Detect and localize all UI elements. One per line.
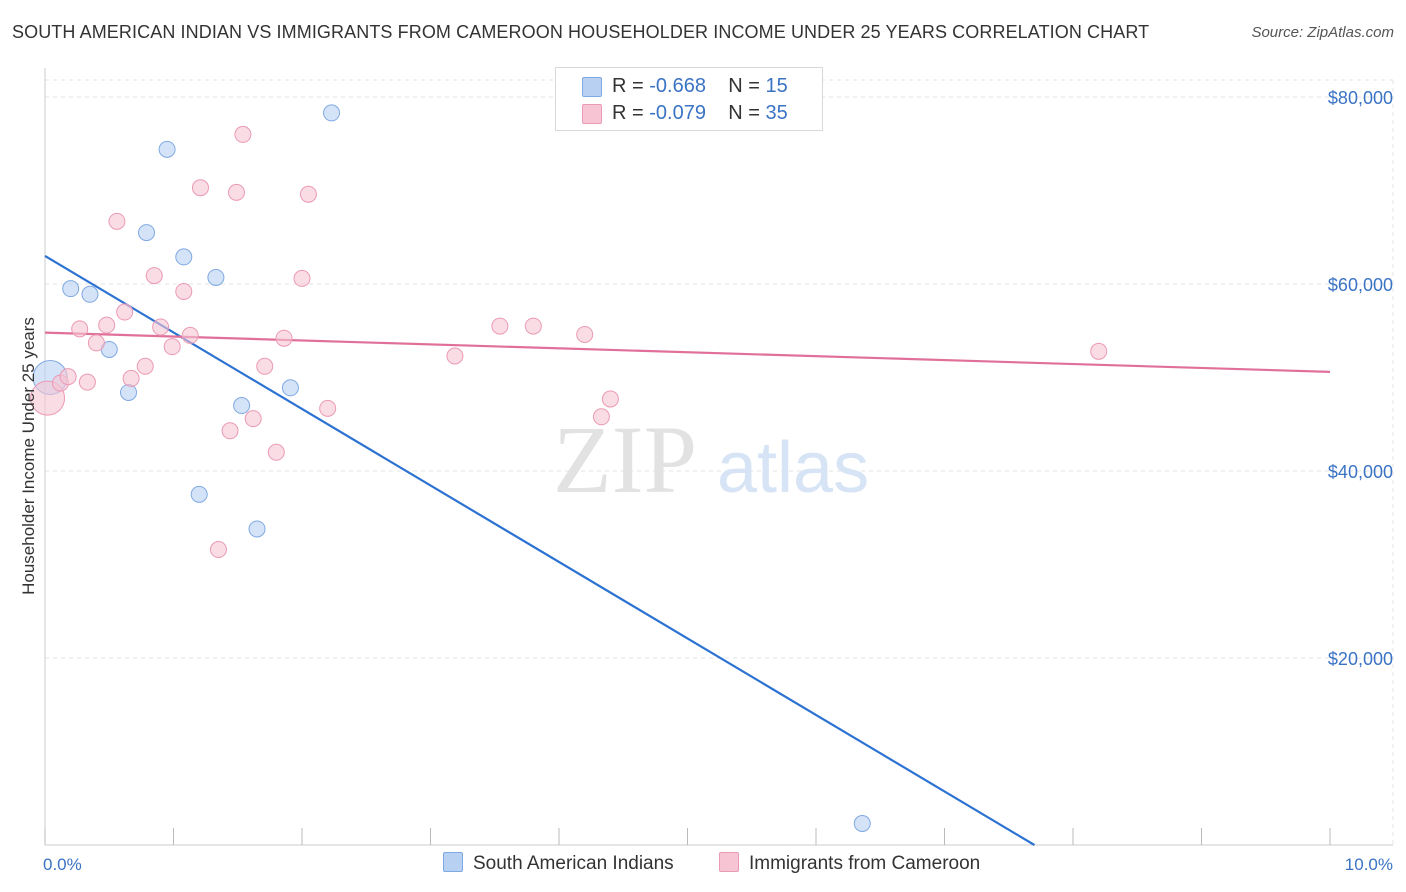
point-immigrants-from-cameroon (234, 125, 252, 143)
point-immigrants-from-cameroon (227, 183, 245, 201)
point-south-american-indians (853, 814, 871, 832)
point-immigrants-from-cameroon (592, 408, 610, 426)
trend-layer (44, 255, 1331, 846)
point-immigrants-from-cameroon (446, 347, 464, 365)
point-immigrants-from-cameroon (152, 318, 170, 336)
legend-n-value: 15 (765, 75, 788, 97)
point-immigrants-from-cameroon (267, 443, 285, 461)
x-tick-label: 0.0% (43, 855, 82, 874)
point-immigrants-from-cameroon (221, 422, 239, 440)
x-tick-label: 10.0% (1345, 855, 1393, 874)
trend-line-south-american-indians (44, 255, 1036, 846)
point-immigrants-from-cameroon (59, 368, 77, 386)
y-tick-label: $20,000 (1328, 649, 1393, 669)
y-tick-label: $60,000 (1328, 275, 1393, 295)
chart-title: SOUTH AMERICAN INDIAN VS IMMIGRANTS FROM… (12, 22, 1150, 42)
series-legend-south-american-indians: South American Indians (443, 852, 674, 876)
y-tick-label: $80,000 (1328, 88, 1393, 108)
point-south-american-indians (120, 383, 138, 401)
point-immigrants-from-cameroon (319, 399, 337, 417)
legend-swatch-blue (582, 77, 602, 97)
point-immigrants-from-cameroon (524, 317, 542, 335)
point-immigrants-from-cameroon (87, 334, 105, 352)
point-immigrants-from-cameroon (244, 410, 262, 428)
point-south-american-indians (207, 268, 225, 286)
point-south-american-indians (323, 104, 341, 122)
point-immigrants-from-cameroon (78, 373, 96, 391)
stats-legend: R = -0.668 N = 15 R = -0.079 N = 35 (555, 67, 823, 131)
point-immigrants-from-cameroon (209, 541, 227, 559)
point-south-american-indians (233, 397, 251, 415)
point-immigrants-from-cameroon (576, 325, 594, 343)
y-axis-label: Householder Income Under 25 years (19, 317, 38, 595)
watermark: ZIP atlas (553, 406, 869, 513)
point-immigrants-from-cameroon (491, 317, 509, 335)
trend-line-immigrants-from-cameroon (44, 331, 1331, 373)
axis-layer: $20,000 $40,000 $60,000 $80,000 0.0% 10.0% (43, 68, 1393, 874)
point-layer (30, 104, 1108, 832)
series-swatch-pink (719, 852, 739, 872)
watermark-zip: ZIP (553, 406, 697, 513)
legend-r-value: -0.668 (649, 75, 706, 97)
point-immigrants-from-cameroon (116, 303, 134, 321)
point-immigrants-from-cameroon (175, 282, 193, 300)
point-south-american-indians (138, 224, 156, 242)
point-immigrants-from-cameroon (299, 185, 317, 203)
series-swatch-blue (443, 852, 463, 872)
point-immigrants-from-cameroon (1090, 342, 1108, 360)
point-immigrants-from-cameroon (256, 357, 274, 375)
point-south-american-indians (248, 520, 266, 538)
point-south-american-indians (158, 140, 176, 158)
point-immigrants-from-cameroon (122, 369, 140, 387)
point-south-american-indians (190, 485, 208, 503)
legend-n-label: N = (728, 75, 760, 97)
legend-r-label: R = (612, 102, 644, 124)
point-immigrants-from-cameroon (293, 269, 311, 287)
point-immigrants-from-cameroon (136, 357, 154, 375)
source-label: Source: ZipAtlas.com (1251, 24, 1394, 41)
point-immigrants-from-cameroon (163, 338, 181, 356)
legend-swatch-pink (582, 104, 602, 124)
point-south-american-indians (62, 280, 80, 298)
series-name: Immigrants from Cameroon (749, 853, 981, 874)
point-south-american-indians (81, 285, 99, 303)
legend-n-label: N = (728, 102, 760, 124)
y-tick-label: $40,000 (1328, 462, 1393, 482)
legend-n-value: 35 (765, 102, 788, 124)
point-immigrants-from-cameroon (181, 326, 199, 344)
legend-r-value: -0.079 (649, 102, 706, 124)
series-legend-immigrants-from-cameroon: Immigrants from Cameroon (719, 852, 980, 876)
point-immigrants-from-cameroon (71, 320, 89, 338)
series-name: South American Indians (473, 853, 674, 874)
watermark-atlas: atlas (717, 428, 869, 508)
point-immigrants-from-cameroon (191, 179, 209, 197)
point-immigrants-from-cameroon (108, 212, 126, 230)
point-immigrants-from-cameroon (601, 390, 619, 408)
point-south-american-indians (281, 379, 299, 397)
legend-r-label: R = (612, 75, 644, 97)
point-south-american-indians (175, 248, 193, 266)
point-immigrants-from-cameroon (145, 267, 163, 285)
point-immigrants-from-cameroon (98, 316, 116, 334)
point-immigrants-from-cameroon (275, 329, 293, 347)
